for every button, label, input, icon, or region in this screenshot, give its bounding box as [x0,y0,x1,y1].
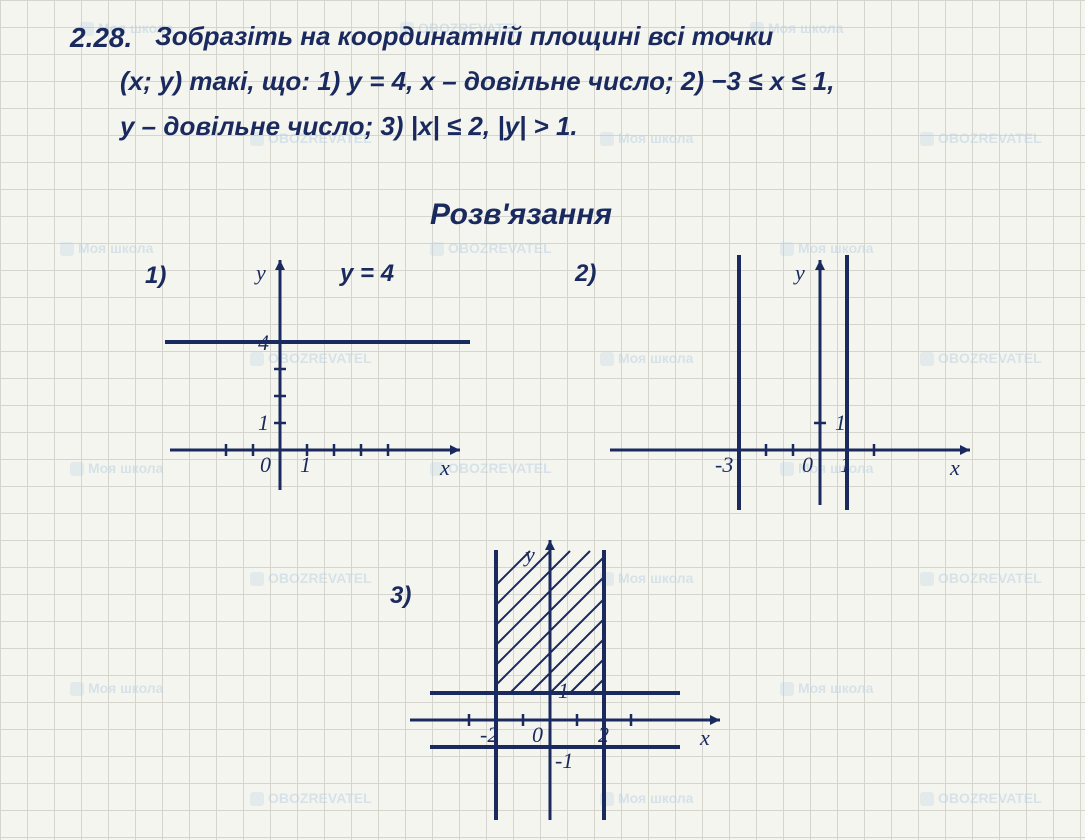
solution-heading: Розв'язання [430,195,612,234]
svg-text:1: 1 [558,678,569,703]
svg-text:x: x [949,455,960,480]
chart3-graph: 0 -2 2 1 -1 x y [380,530,740,830]
svg-text:0: 0 [532,722,543,747]
svg-text:1: 1 [840,452,851,477]
svg-text:x: x [439,455,450,480]
problem-statement-line2: (x; y) такі, що: 1) y = 4, x – довільне … [120,65,1080,99]
svg-text:-2: -2 [480,722,498,747]
problem-statement-line3: y – довільне число; 3) |x| ≤ 2, |y| > 1. [120,110,1040,144]
svg-text:-1: -1 [555,748,573,773]
svg-text:4: 4 [258,330,269,355]
chart2-graph: 0 1 1 -3 x y [590,250,990,520]
svg-text:y: y [793,260,805,285]
svg-text:1: 1 [258,410,269,435]
svg-text:x: x [699,725,710,750]
svg-text:y: y [254,260,266,285]
svg-text:-3: -3 [715,452,733,477]
problem-number: 2.28. [70,20,132,56]
svg-text:1: 1 [835,410,846,435]
svg-text:2: 2 [598,722,609,747]
svg-text:1: 1 [300,452,311,477]
svg-text:0: 0 [260,452,271,477]
problem-statement-line1: Зобразіть на координатній площині всі то… [155,20,1075,54]
chart1-graph: 0 1 1 4 x y [160,250,480,510]
svg-text:0: 0 [802,452,813,477]
svg-text:y: y [523,542,535,567]
